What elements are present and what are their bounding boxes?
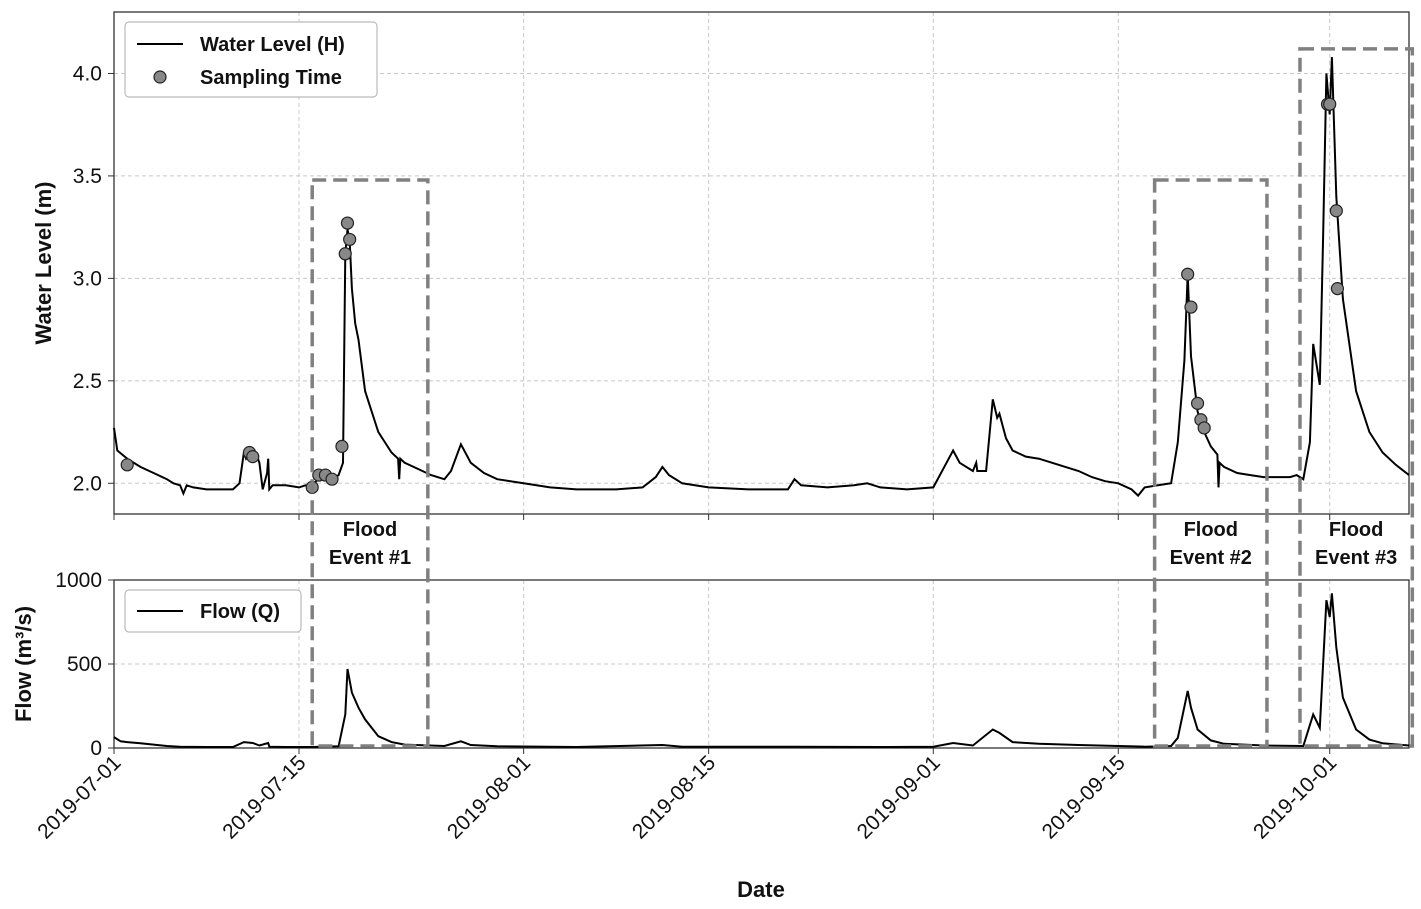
- sampling-point: [1190, 396, 1205, 410]
- legend-flow: Flow (Q): [200, 601, 280, 623]
- bottom-legend-box: [124, 589, 302, 633]
- sampling-point: [1323, 97, 1337, 111]
- x-axis-label: Date: [737, 877, 785, 902]
- legend-water-level: Water Level (H): [200, 34, 345, 56]
- y-tick-label: 3.5: [73, 165, 102, 188]
- sampling-point: [1197, 421, 1211, 435]
- top-y-axis-label: Water Level (m): [31, 181, 56, 344]
- sampling-point: [1329, 204, 1343, 218]
- y-tick-label: 500: [67, 653, 102, 676]
- bottom-y-ticks: 0 500 1000: [55, 569, 114, 760]
- x-tick-label: 2019-07-15: [218, 751, 310, 843]
- x-tick-label: 2019-08-15: [628, 751, 720, 843]
- sampling-point: [1181, 267, 1195, 281]
- sampling-point: [1330, 282, 1345, 296]
- bottom-legend: Flow (Q): [124, 589, 302, 633]
- sampling-point: [1184, 300, 1198, 314]
- y-tick-label: 3.0: [73, 267, 102, 290]
- flood-event-box: [1298, 47, 1415, 748]
- top-legend-box: [124, 21, 378, 98]
- sampling-point: [343, 232, 357, 247]
- y-tick-label: 2.0: [73, 472, 102, 495]
- flood-event-boxes: Flood Event #1 Flood Event #2 Flood Event #3: [310, 47, 1415, 748]
- sampling-points: [120, 97, 1345, 494]
- sampling-point: [340, 216, 355, 230]
- bottom-y-axis-label: Flow (m³/s): [11, 606, 36, 722]
- bottom-grid: [113, 579, 1409, 749]
- flood-event-box: [310, 178, 430, 748]
- y-tick-label: 1000: [55, 569, 102, 592]
- flood-event-label: Event #1: [329, 547, 411, 569]
- sampling-point: [325, 472, 339, 486]
- flood-event-box: [1152, 178, 1269, 748]
- legend-sampling-time: Sampling Time: [200, 67, 342, 89]
- sampling-point: [120, 458, 134, 472]
- water-level-line: [113, 57, 1410, 498]
- legend-marker-swatch: [153, 70, 167, 84]
- x-ticks: 2019-07-01 2019-07-15 2019-08-01 2019-08-15…: [33, 514, 1341, 843]
- flow-line: [113, 593, 1410, 749]
- flood-event-label: Event #2: [1170, 547, 1252, 569]
- x-tick-label: 2019-07-01: [33, 751, 125, 843]
- flood-event-label: Flood: [1329, 519, 1383, 541]
- y-tick-label: 4.0: [73, 62, 102, 85]
- x-tick-label: 2019-08-01: [443, 751, 535, 843]
- sampling-point: [338, 247, 352, 261]
- y-tick-label: 2.5: [73, 370, 102, 393]
- top-y-ticks: 2.0 2.5 3.0 3.5 4.0: [73, 62, 114, 495]
- flood-event-label: Event #3: [1315, 547, 1397, 569]
- flood-event-label: Flood: [343, 519, 397, 541]
- sampling-point: [246, 450, 260, 464]
- flood-event-label: Flood: [1184, 519, 1238, 541]
- y-tick-label: 0: [90, 737, 102, 760]
- top-axes-frame: [113, 11, 1410, 515]
- x-tick-label: 2019-09-15: [1038, 751, 1130, 843]
- sampling-point: [335, 439, 349, 453]
- x-tick-label: 2019-09-01: [853, 751, 945, 843]
- top-legend: Water Level (H) Sampling Time: [124, 21, 378, 98]
- x-tick-label: 2019-10-01: [1249, 751, 1341, 843]
